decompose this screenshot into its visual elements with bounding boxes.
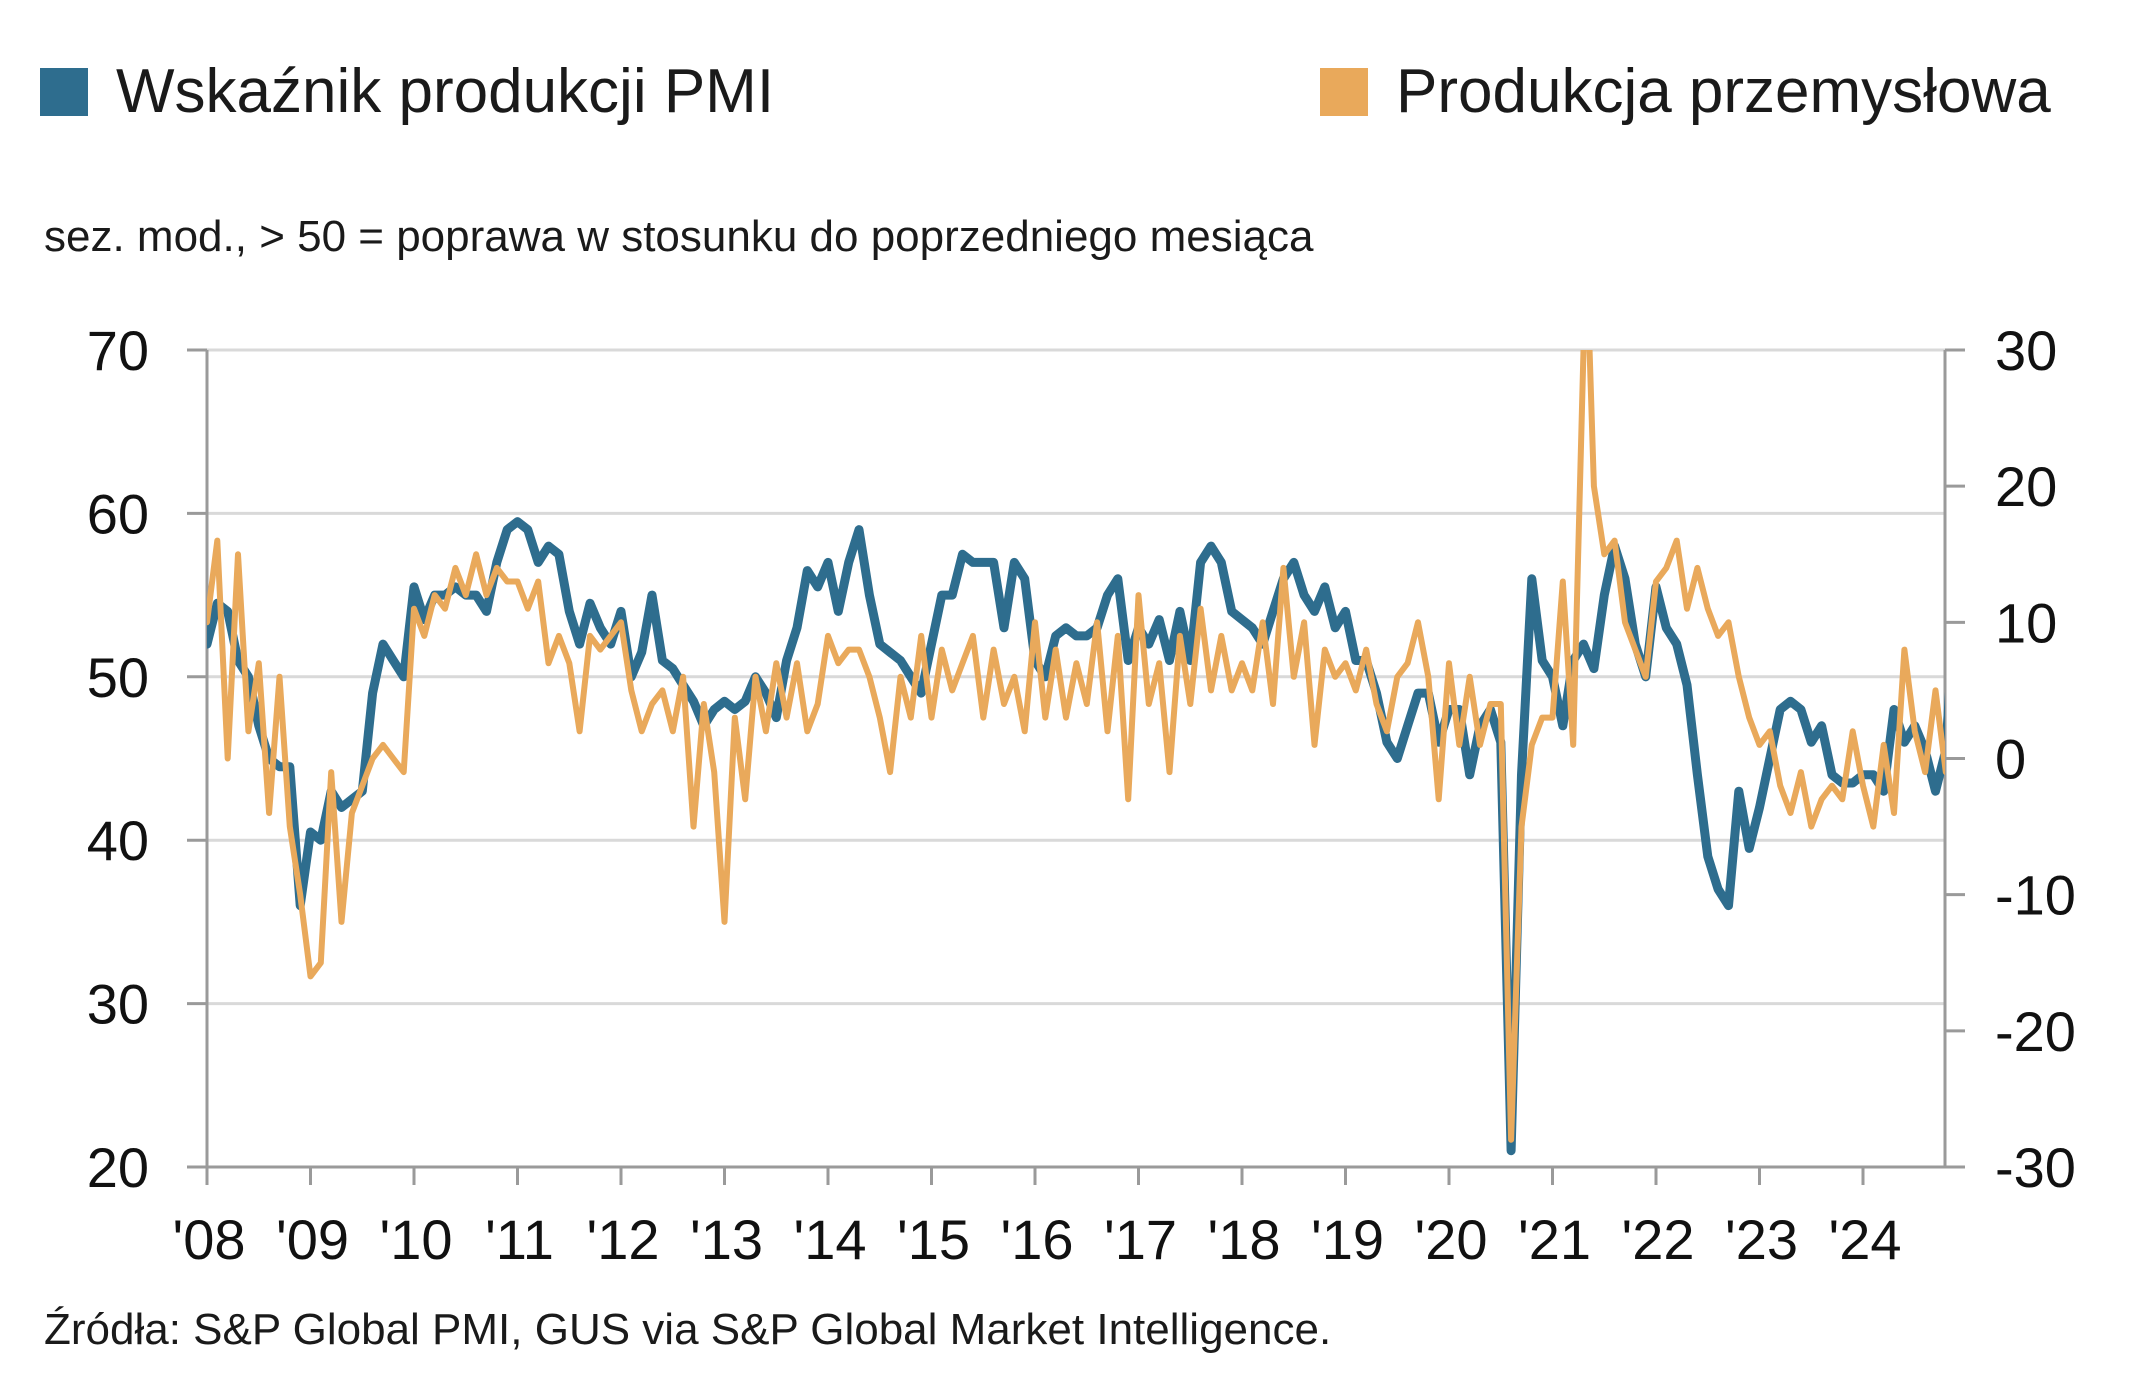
legend: Wskaźnik produkcji PMI Produkcja przemys… [40,52,2130,132]
x-tick-label: '15 [897,1208,970,1271]
x-tick-label: '10 [380,1208,453,1271]
y-left-tick-label: 50 [87,646,149,709]
chart-subtitle: sez. mod., > 50 = poprawa w stosunku do … [44,212,1314,261]
x-tick-label: '24 [1829,1208,1902,1271]
x-tick-label: '16 [1001,1208,1074,1271]
x-tick-label: '18 [1208,1208,1281,1271]
x-tick-label: '11 [485,1208,554,1271]
x-tick-label: '09 [276,1208,349,1271]
x-tick-label: '20 [1415,1208,1488,1271]
legend-label-production: Produkcja przemysłowa [1396,57,2051,126]
y-left-tick-label: 30 [87,973,149,1036]
y-right-tick-label: 20 [1995,455,2057,518]
x-tick-label: '23 [1725,1208,1798,1271]
source-note: Źródła: S&P Global PMI, GUS via S&P Glob… [44,1305,1332,1354]
y-right-tick-label: 10 [1995,591,2057,654]
y-left-tick-label: 60 [87,482,149,545]
x-tick-label: '08 [173,1208,246,1271]
y-left-tick-label: 70 [87,319,149,382]
x-tick-label: '17 [1104,1208,1177,1271]
x-tick-label: '22 [1622,1208,1695,1271]
y-right-tick-label: -20 [1995,1000,2076,1063]
y-right-tick-label: -10 [1995,864,2076,927]
x-tick-label: '21 [1518,1208,1591,1271]
x-tick-label: '19 [1311,1208,1384,1271]
x-tick-label: '12 [587,1208,660,1271]
y-left-tick-label: 40 [87,809,149,872]
y-right-tick-label: 0 [1995,728,2026,791]
series-line-production [207,350,1945,1143]
y-right-tick-label: 30 [1995,319,2057,382]
series-line-pmi [207,517,1945,1156]
legend-swatch-pmi [40,68,88,116]
line-chart: 20 30 40 50 60 70 -30 -20 -10 0 10 20 30 '08 '09 '10 '11… [87,319,2076,1271]
y-right-tick-label: -30 [1995,1136,2076,1199]
y-left-tick-label: 20 [87,1136,149,1199]
legend-item-pmi: Wskaźnik produkcji PMI [40,52,774,132]
legend-label-pmi: Wskaźnik produkcji PMI [116,57,775,126]
legend-swatch-production [1320,68,1368,116]
x-tick-label: '13 [690,1208,763,1271]
legend-item-production: Produkcja przemysłowa [1320,52,2051,132]
x-tick-label: '14 [794,1208,867,1271]
